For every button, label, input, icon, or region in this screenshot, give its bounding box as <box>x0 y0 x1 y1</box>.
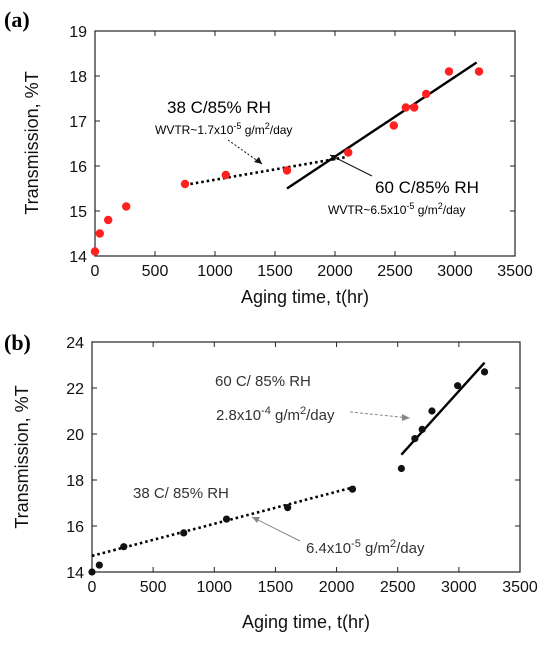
panel-a-arrowhead-38c <box>254 157 262 164</box>
panel-a-x-axis-title: Aging time, t(hr) <box>241 287 369 307</box>
panel-b-data-point <box>95 561 103 569</box>
panel-b-annotation-38c: 38 C/ 85% RH <box>133 485 229 502</box>
panel-b-data-point <box>284 504 292 512</box>
panel-a-y-tick-label: 18 <box>69 69 87 86</box>
panel-a-fit-line-solid <box>286 61 478 190</box>
panel-b-data-point <box>222 515 231 523</box>
panel-a-arrow-60c <box>329 154 373 177</box>
panel-a-data-point <box>410 103 419 112</box>
panel-a-fit-line-dotted <box>184 155 348 187</box>
panel-a-y-ticks: 14 15 16 17 18 19 <box>69 24 515 266</box>
panel-b-x-tick-label: 2000 <box>319 579 355 596</box>
panel-b-fit-lines <box>91 361 486 558</box>
panel-b-x-tick-label: 1000 <box>196 579 232 596</box>
panel-b-x-tick-label: 0 <box>88 579 97 596</box>
panel-a-x-tick-label: 3500 <box>497 263 533 280</box>
panel-a-data-point <box>95 229 105 238</box>
panel-b-data-point <box>88 568 96 576</box>
panel-a-x-tick-label: 1500 <box>257 263 293 280</box>
panel-b-data-point <box>418 425 426 433</box>
panel-a-y-axis-title: Transmission, %T <box>22 71 42 214</box>
panel-a-data-point <box>122 202 131 211</box>
panel-a-label: (a) <box>4 7 30 32</box>
panel-a-data-point <box>104 215 113 225</box>
panel-b-x-axis-title: Aging time, t(hr) <box>242 612 370 632</box>
panel-b-y-axis-title: Transmission, %T <box>12 385 32 528</box>
panel-a-data-point <box>401 103 410 112</box>
panel-b-data-point <box>411 435 419 443</box>
panel-b-points <box>88 368 489 576</box>
panel-a: (a) 0 500 1000 1500 2000 2500 3000 3500 1415161… <box>4 7 533 307</box>
panel-a-fit-lines <box>184 61 478 190</box>
panel-b-y-tick-label: 14 <box>66 565 84 582</box>
panel-a-data-point <box>422 89 431 99</box>
panel-a-data-point <box>90 247 100 256</box>
panel-b-x-tick-label: 3500 <box>502 579 538 596</box>
panel-a-x-tick-label: 2000 <box>317 263 353 280</box>
panel-b-fit-line-dotted <box>91 485 356 558</box>
panel-a-x-tick-label: 500 <box>142 263 169 280</box>
panel-b-y-tick-label: 22 <box>66 381 84 398</box>
panel-b-x-tick-label: 2500 <box>380 579 416 596</box>
panel-a-data-point <box>444 67 454 76</box>
panel-a-annotation-60c-wvtr: WVTR~6.5x10-5 g/m2/day <box>328 201 465 217</box>
panel-a-data-point <box>221 170 230 180</box>
panel-a-y-tick-label: 19 <box>69 24 87 41</box>
panel-b-data-point <box>348 485 357 493</box>
panel-b-data-point <box>120 543 128 551</box>
panel-b-x-tick-label: 1500 <box>258 579 294 596</box>
panel-b-x-tick-label: 3000 <box>441 579 477 596</box>
panel-b: (b) 0 500 1000 1500 2000 2500 3000 3500 14 16 18 2… <box>4 330 538 632</box>
panel-b-plot-frame <box>91 341 521 573</box>
panel-b-y-tick-label: 24 <box>66 335 84 352</box>
panel-b-annotation-38c-wvtr: 6.4x10-5 g/m2/day <box>306 538 425 557</box>
panel-b-x-ticks: 0 500 1000 1500 2000 2500 3000 3500 <box>88 342 538 596</box>
panel-b-y-ticks: 14 16 18 20 22 24 <box>66 335 520 582</box>
panel-b-y-tick-label: 18 <box>66 473 84 490</box>
panel-a-points <box>90 67 484 256</box>
panel-a-annotation-38c: 38 C/85% RH <box>167 98 271 117</box>
panel-b-data-point <box>397 464 405 473</box>
panel-a-y-tick-label: 16 <box>69 159 87 176</box>
panel-b-arrowhead-60c <box>402 414 410 421</box>
panel-a-data-point <box>282 166 292 175</box>
panel-a-y-tick-label: 14 <box>69 249 87 266</box>
panel-a-y-tick-label: 15 <box>69 204 87 221</box>
panel-b-arrowhead-38c <box>252 517 260 523</box>
panel-b-annotation-60c: 60 C/ 85% RH <box>215 373 311 390</box>
panel-b-y-tick-label: 16 <box>66 519 84 536</box>
panel-a-arrowhead-60c <box>330 155 337 161</box>
panel-b-x-tick-label: 500 <box>140 579 167 596</box>
panel-a-data-point <box>344 148 353 157</box>
panel-a-annotation-38c-wvtr: WVTR~1.7x10-5 g/m2/day <box>155 121 292 137</box>
panel-a-arrow-38c <box>227 139 263 165</box>
panel-a-x-tick-label: 2500 <box>377 263 413 280</box>
panel-b-data-point <box>480 368 489 376</box>
panel-a-plot-frame <box>94 30 516 257</box>
panel-a-data-point <box>389 121 398 130</box>
panel-a-annotation-60c: 60 C/85% RH <box>375 178 479 197</box>
panel-b-arrow-38c <box>251 516 301 542</box>
panel-b-data-point <box>180 529 188 537</box>
panel-a-data-point <box>180 179 190 189</box>
panel-a-x-tick-label: 3000 <box>437 263 473 280</box>
panel-a-x-tick-label: 1000 <box>197 263 233 280</box>
panel-b-data-point <box>428 407 436 415</box>
panel-b-arrow-60c <box>349 411 411 419</box>
panel-b-data-point <box>454 382 462 390</box>
panel-a-x-tick-label: 0 <box>91 263 100 280</box>
panel-a-x-ticks: 0 500 1000 1500 2000 2500 3000 3500 <box>91 31 533 280</box>
panel-a-y-tick-label: 17 <box>69 114 87 131</box>
panel-b-y-tick-label: 20 <box>66 427 84 444</box>
panel-b-annotation-60c-wvtr: 2.8x10-4 g/m2/day <box>216 405 335 424</box>
panel-b-label: (b) <box>4 330 31 355</box>
panel-a-data-point <box>474 67 484 76</box>
